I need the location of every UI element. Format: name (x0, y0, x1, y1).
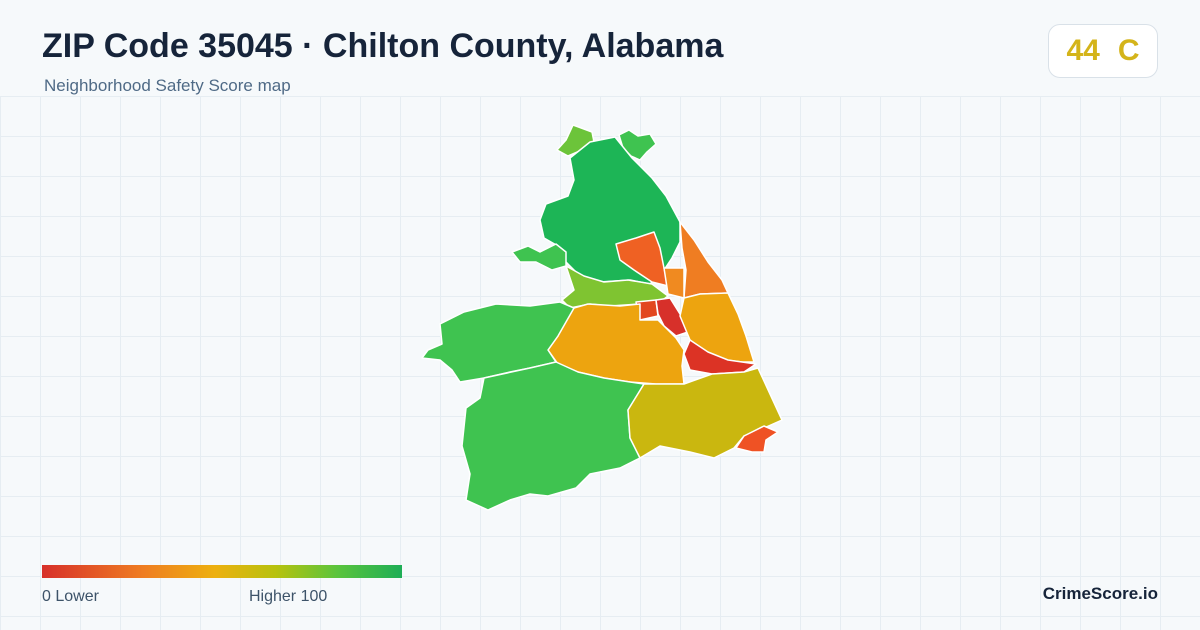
legend-high-label: Higher 100 (249, 588, 328, 605)
brand-logo-text[interactable]: CrimeScore.io (1042, 584, 1158, 603)
page-subtitle: Neighborhood Safety Score map (44, 76, 291, 95)
map-region-center-red[interactable] (655, 297, 689, 337)
map-region-southwest[interactable] (461, 361, 645, 511)
score-value: 44 (1066, 34, 1100, 67)
safety-score-badge: 44 C (1048, 24, 1158, 78)
map-region-east-upper[interactable] (679, 221, 729, 299)
map-region-west-knob[interactable] (511, 243, 567, 271)
score-grade: C (1117, 34, 1140, 67)
map-region-north-tip[interactable] (556, 124, 595, 157)
map-region-east-small[interactable] (663, 267, 685, 299)
page-title: ZIP Code 35045 · Chilton County, Alabama (42, 27, 724, 65)
legend-low-label: 0 Lower (42, 588, 99, 605)
map-region-east-middle[interactable] (679, 292, 755, 363)
header (0, 0, 1200, 96)
map-region-west[interactable] (421, 301, 575, 383)
legend-gradient-bar (42, 565, 402, 578)
map-region-southeast[interactable] (735, 425, 779, 453)
